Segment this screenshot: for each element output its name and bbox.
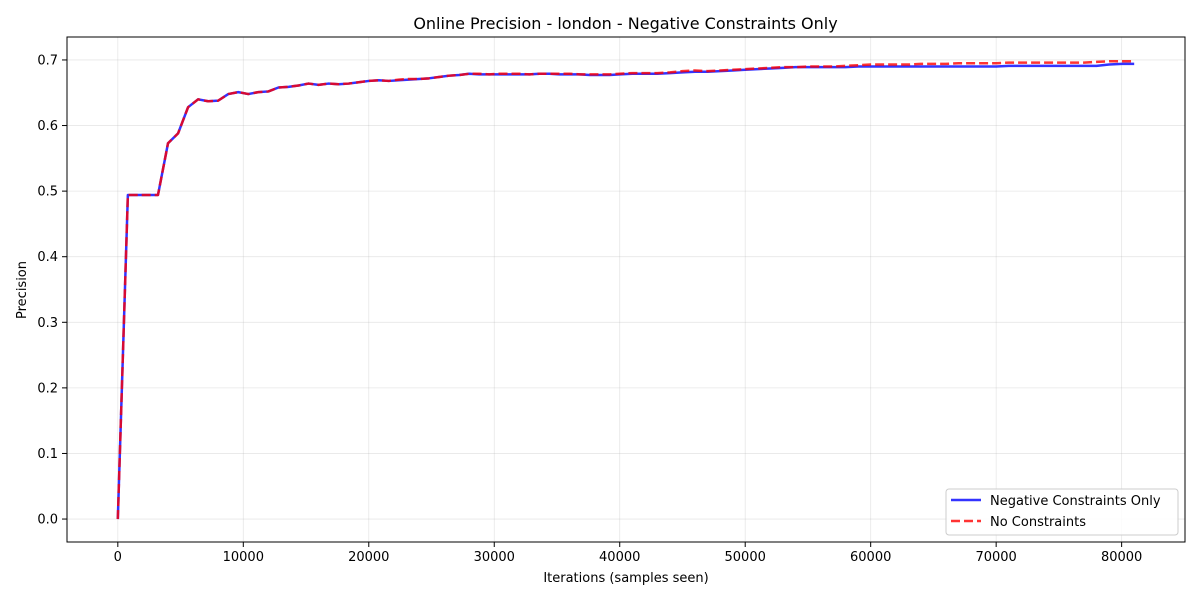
y-tick-label: 0.6	[37, 119, 58, 134]
y-tick-label: 0.1	[37, 447, 58, 462]
x-tick-label: 80000	[1101, 550, 1142, 565]
y-tick-label: 0.7	[37, 53, 58, 68]
legend: Negative Constraints Only No Constraints	[945, 488, 1179, 536]
chart-title: Online Precision - london - Negative Con…	[413, 14, 837, 33]
legend-box	[945, 488, 1179, 536]
x-tick-label: 40000	[599, 550, 640, 565]
x-axis-title: Iterations (samples seen)	[543, 571, 708, 586]
x-tick-label: 60000	[850, 550, 891, 565]
legend-label-negative-constraints: Negative Constraints Only	[990, 494, 1161, 509]
y-tick-label: 0.0	[37, 513, 58, 528]
x-tick-label: 30000	[474, 550, 515, 565]
y-tick-label: 0.2	[37, 381, 58, 396]
y-tick-label: 0.4	[37, 250, 58, 265]
axis-ticks: 0 10000 20000 30000 40000 50000 60000 70000 8000…	[37, 53, 1142, 565]
series-line-negative-constraints	[116, 62, 1135, 520]
series-lines	[116, 60, 1135, 520]
y-tick-label: 0.3	[37, 316, 58, 331]
x-tick-label: 50000	[725, 550, 766, 565]
y-tick-label: 0.5	[37, 185, 58, 200]
x-tick-label: 20000	[348, 550, 389, 565]
legend-label-no-constraints: No Constraints	[990, 515, 1086, 530]
x-tick-label: 10000	[223, 550, 264, 565]
series-line-no-constraints	[116, 60, 1135, 520]
x-tick-label: 0	[114, 550, 122, 565]
grid-lines	[67, 37, 1185, 542]
y-axis-title: Precision	[15, 261, 30, 319]
x-tick-label: 70000	[975, 550, 1016, 565]
plot-area-frame	[66, 36, 1186, 543]
